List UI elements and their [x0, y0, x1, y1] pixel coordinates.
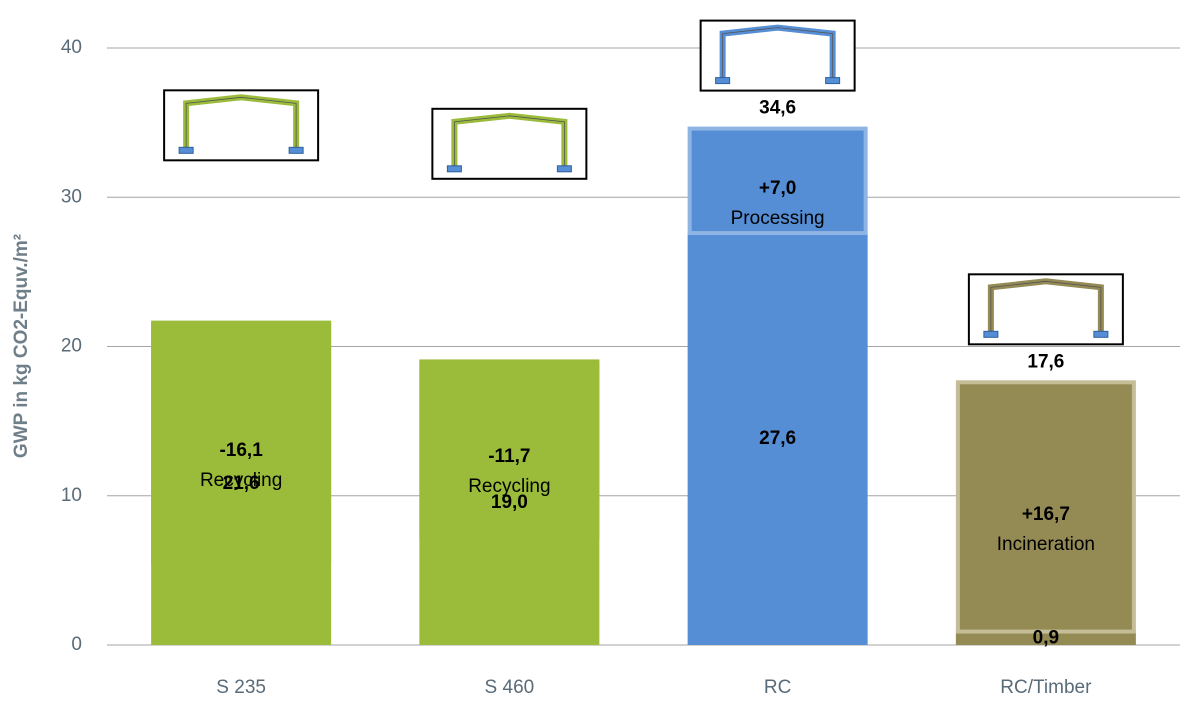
icon-frame-edge — [185, 96, 297, 149]
x-tick-label: RC — [764, 677, 791, 698]
change-label: +7,0 — [759, 178, 797, 199]
icon-base — [1093, 330, 1109, 338]
stage-label: Recycling — [200, 470, 282, 491]
x-tick-label: S 235 — [216, 677, 266, 698]
change-label: +16,7 — [1022, 504, 1070, 525]
icon-base — [288, 146, 304, 154]
stage-label: Incineration — [997, 534, 1095, 555]
y-tick-label: 30 — [61, 186, 82, 207]
value-label: 27,6 — [759, 428, 796, 449]
value-label: 0,9 — [1033, 627, 1059, 648]
value-label: 21,6 — [223, 473, 260, 494]
icon-base — [825, 77, 841, 85]
change-segment — [955, 380, 1136, 634]
y-tick-label: 10 — [61, 485, 82, 506]
change-segment — [687, 126, 868, 236]
total-label: 17,6 — [1027, 351, 1064, 372]
bar — [955, 631, 1136, 645]
bar — [419, 361, 600, 645]
total-label: 34,6 — [759, 98, 796, 119]
bar — [151, 322, 332, 645]
change-label: -11,7 — [488, 446, 530, 467]
icon-base — [715, 77, 731, 85]
stage-label: Recycling — [468, 476, 550, 497]
x-tick-label: RC/Timber — [1000, 677, 1092, 698]
bar — [687, 233, 868, 645]
change-label: -16,1 — [219, 440, 263, 461]
y-tick-label: 0 — [71, 634, 82, 655]
value-label: 19,0 — [491, 492, 528, 513]
icon-frame-edge — [722, 27, 834, 79]
icon-frame-edge — [990, 280, 1102, 333]
frame-icon — [431, 107, 588, 180]
stage-label: Processing — [731, 208, 825, 229]
x-tick-label: S 460 — [485, 677, 535, 698]
frame-icon — [163, 89, 320, 162]
frame-icon — [967, 273, 1124, 346]
icon-base — [446, 165, 462, 173]
frame-icon — [699, 19, 856, 92]
icon-frame-edge — [453, 115, 565, 167]
icon-base — [983, 330, 999, 338]
icon-base — [178, 146, 194, 154]
y-tick-label: 20 — [61, 336, 82, 357]
y-tick-label: 40 — [61, 37, 82, 58]
y-axis-label: GWP in kg CO2-Equv./m² — [11, 234, 32, 458]
icon-base — [556, 165, 572, 173]
